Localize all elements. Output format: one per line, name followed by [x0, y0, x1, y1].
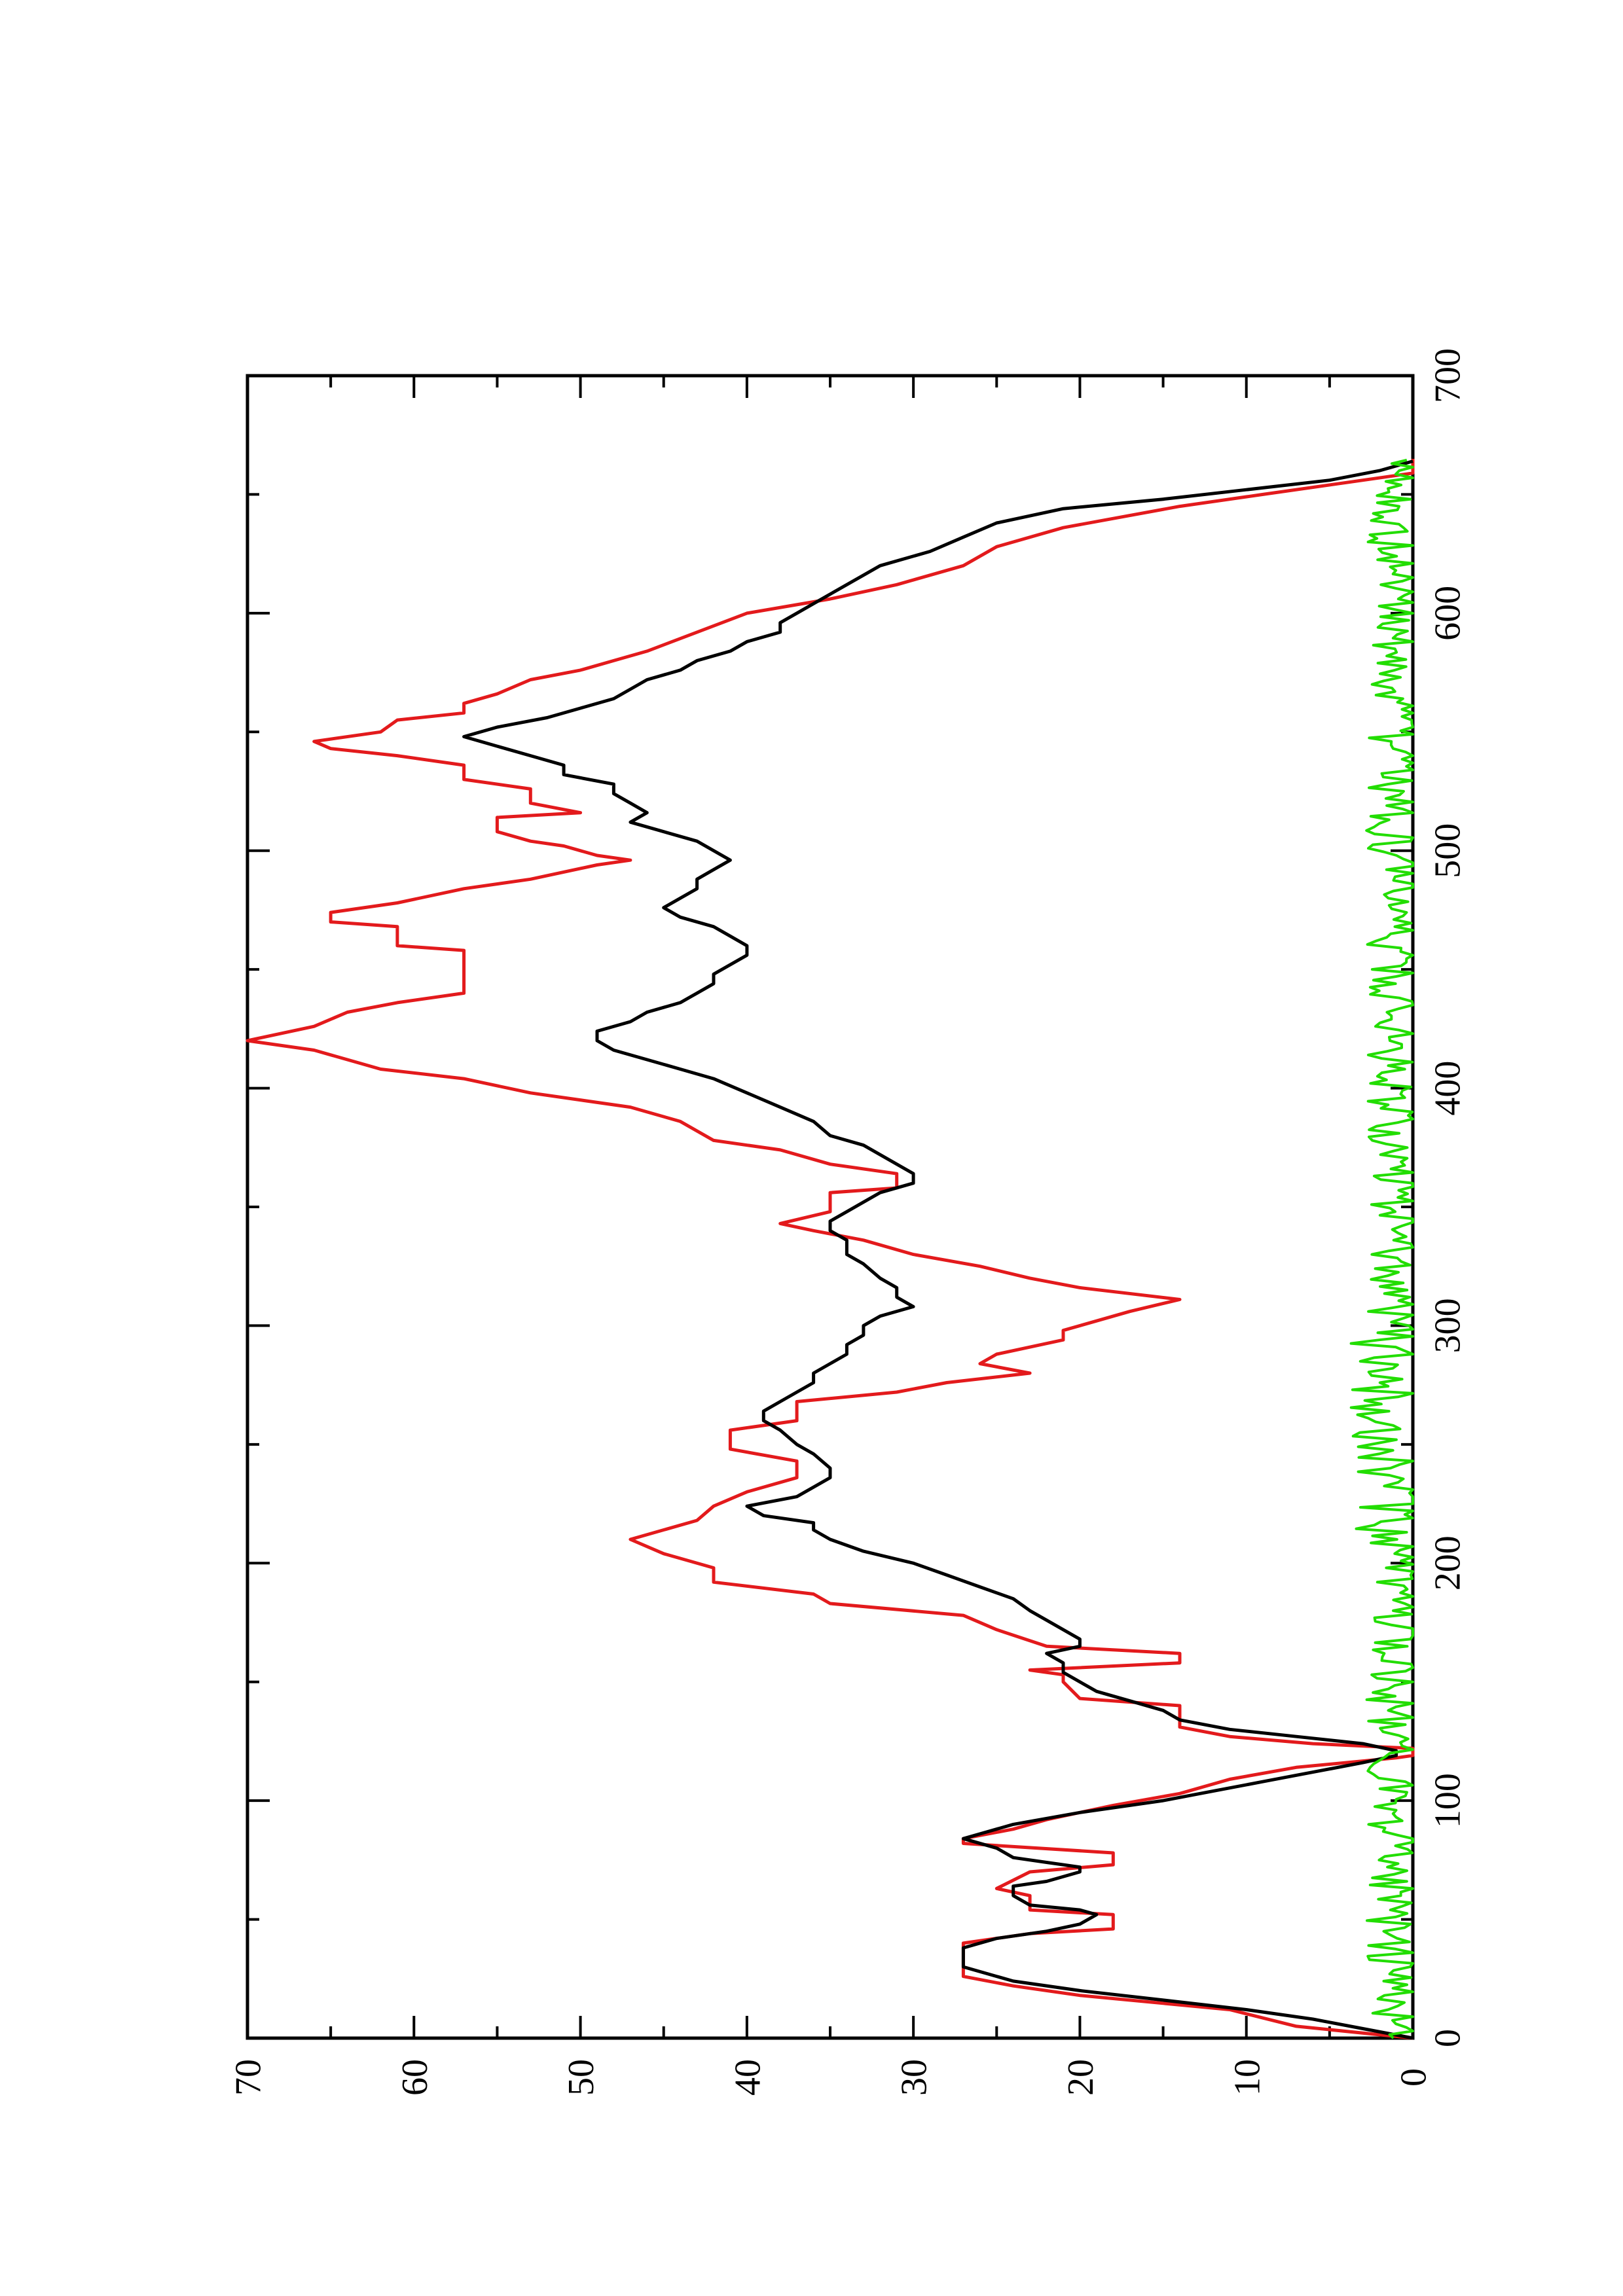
tick-label-group: 0 100 200 300 400 500 600 700 0 10 20 30 40 50 60 70 [228, 348, 1468, 2096]
x-tick-label: 400 [1428, 1061, 1468, 1116]
y-tick-label: 0 [1394, 2068, 1434, 2087]
x-tick-label: 300 [1428, 1298, 1468, 1353]
y-tick-label: 50 [561, 2059, 602, 2096]
x-tick-label: 700 [1428, 348, 1468, 403]
series-group [246, 458, 1415, 2040]
y-tick-label: 20 [1061, 2059, 1101, 2096]
x-tick-label: 0 [1428, 2029, 1468, 2047]
y-tick-label: 10 [1227, 2059, 1267, 2096]
x-tick-label: 600 [1428, 586, 1468, 641]
y-tick-label: 30 [894, 2059, 935, 2096]
x-tick-label: 500 [1428, 823, 1468, 878]
x-tick-label: 200 [1428, 1535, 1468, 1590]
y-tick-label: 60 [395, 2059, 435, 2096]
y-tick-label: 40 [727, 2059, 768, 2096]
series-line-3 [1349, 458, 1414, 2039]
x-tick-label: 100 [1428, 1773, 1468, 1828]
y-tick-label: 70 [228, 2059, 269, 2096]
series-line-2 [462, 459, 1413, 2040]
series-line-1 [246, 459, 1415, 2040]
